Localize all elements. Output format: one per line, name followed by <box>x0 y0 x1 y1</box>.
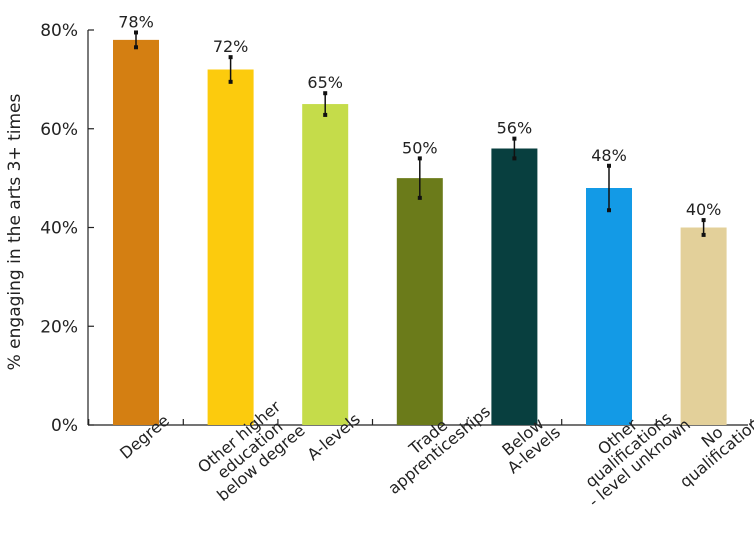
bar <box>207 69 254 425</box>
bar <box>396 178 443 425</box>
error-bars <box>134 30 706 237</box>
bar <box>586 188 632 425</box>
error-bar-cap <box>512 136 517 141</box>
error-bar-cap <box>607 163 611 168</box>
y-axis-label: % engaging in the arts 3+ times <box>5 93 25 370</box>
error-bar-cap <box>417 156 422 161</box>
bar <box>680 227 727 425</box>
error-bar-cap <box>323 112 328 117</box>
y-tick-label: 60% <box>40 120 78 140</box>
data-label: 65% <box>307 73 343 92</box>
error-bar-cap <box>134 30 138 35</box>
y-tick-label: 0% <box>51 416 78 436</box>
data-label: 50% <box>402 138 438 157</box>
data-label: 48% <box>591 146 627 165</box>
bars <box>113 39 727 425</box>
y-tick-label: 40% <box>40 219 78 239</box>
error-bar-cap <box>228 79 233 84</box>
error-bar-cap <box>323 91 328 96</box>
data-labels: 78% 72% 65% 50% 56% 48% 40% <box>118 12 721 219</box>
data-label: 78% <box>118 12 154 31</box>
bar <box>302 104 349 425</box>
data-label: 40% <box>686 200 722 219</box>
error-bar-cap <box>701 218 706 223</box>
data-label: 72% <box>213 37 249 56</box>
error-bar-cap <box>417 195 422 200</box>
y-tick-label: 80% <box>40 21 78 41</box>
error-bar-cap <box>228 55 233 60</box>
bar <box>491 148 538 425</box>
data-label: 56% <box>497 119 533 138</box>
error-bar-cap <box>701 232 706 237</box>
y-tick-label: 20% <box>40 317 78 337</box>
error-bar-cap <box>607 208 611 213</box>
bar <box>113 39 159 425</box>
error-bar-cap <box>512 156 517 161</box>
y-axis: 0% 20% 40% 60% 80% <box>40 21 94 436</box>
error-bar-cap <box>134 45 138 50</box>
